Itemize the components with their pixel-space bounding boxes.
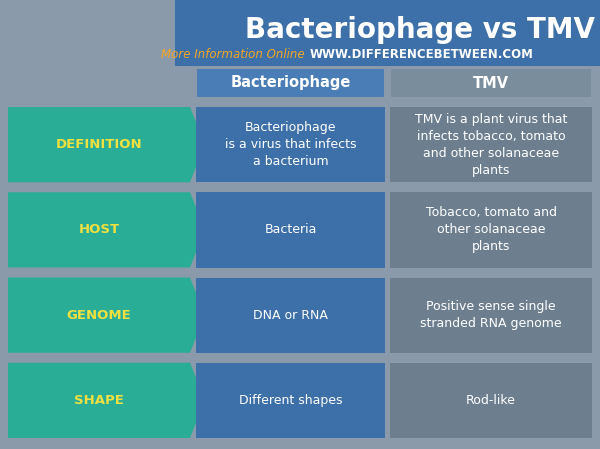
FancyBboxPatch shape [196, 107, 385, 182]
FancyBboxPatch shape [175, 0, 600, 66]
FancyBboxPatch shape [196, 68, 385, 98]
FancyBboxPatch shape [390, 107, 592, 182]
FancyBboxPatch shape [390, 68, 592, 98]
FancyBboxPatch shape [0, 0, 175, 66]
Text: GENOME: GENOME [67, 308, 131, 321]
Text: Bacteriophage vs TMV: Bacteriophage vs TMV [245, 16, 595, 44]
Text: Bacteriophage: Bacteriophage [230, 75, 350, 91]
Text: DEFINITION: DEFINITION [56, 138, 142, 151]
FancyBboxPatch shape [196, 192, 385, 268]
Text: WWW.DIFFERENCEBETWEEN.COM: WWW.DIFFERENCEBETWEEN.COM [310, 48, 534, 61]
Text: Tobacco, tomato and
other solanaceae
plants: Tobacco, tomato and other solanaceae pla… [425, 207, 557, 253]
Polygon shape [8, 277, 205, 353]
Text: Bacteriophage
is a virus that infects
a bacterium: Bacteriophage is a virus that infects a … [225, 121, 356, 168]
Text: DNA or RNA: DNA or RNA [253, 308, 328, 321]
FancyBboxPatch shape [390, 277, 592, 353]
Text: TMV is a plant virus that
infects tobacco, tomato
and other solanaceae
plants: TMV is a plant virus that infects tobacc… [415, 113, 567, 176]
FancyBboxPatch shape [390, 192, 592, 268]
Text: Positive sense single
stranded RNA genome: Positive sense single stranded RNA genom… [420, 300, 562, 330]
Text: Rod-like: Rod-like [466, 394, 516, 407]
FancyBboxPatch shape [196, 363, 385, 438]
Text: Different shapes: Different shapes [239, 394, 342, 407]
Polygon shape [8, 363, 205, 438]
Polygon shape [8, 107, 205, 182]
Polygon shape [8, 192, 205, 268]
FancyBboxPatch shape [196, 277, 385, 353]
Text: Bacteria: Bacteria [265, 223, 317, 236]
Text: TMV: TMV [473, 75, 509, 91]
Text: More Information Online: More Information Online [161, 48, 305, 61]
FancyBboxPatch shape [390, 363, 592, 438]
Text: SHAPE: SHAPE [74, 394, 124, 407]
Text: HOST: HOST [79, 223, 119, 236]
